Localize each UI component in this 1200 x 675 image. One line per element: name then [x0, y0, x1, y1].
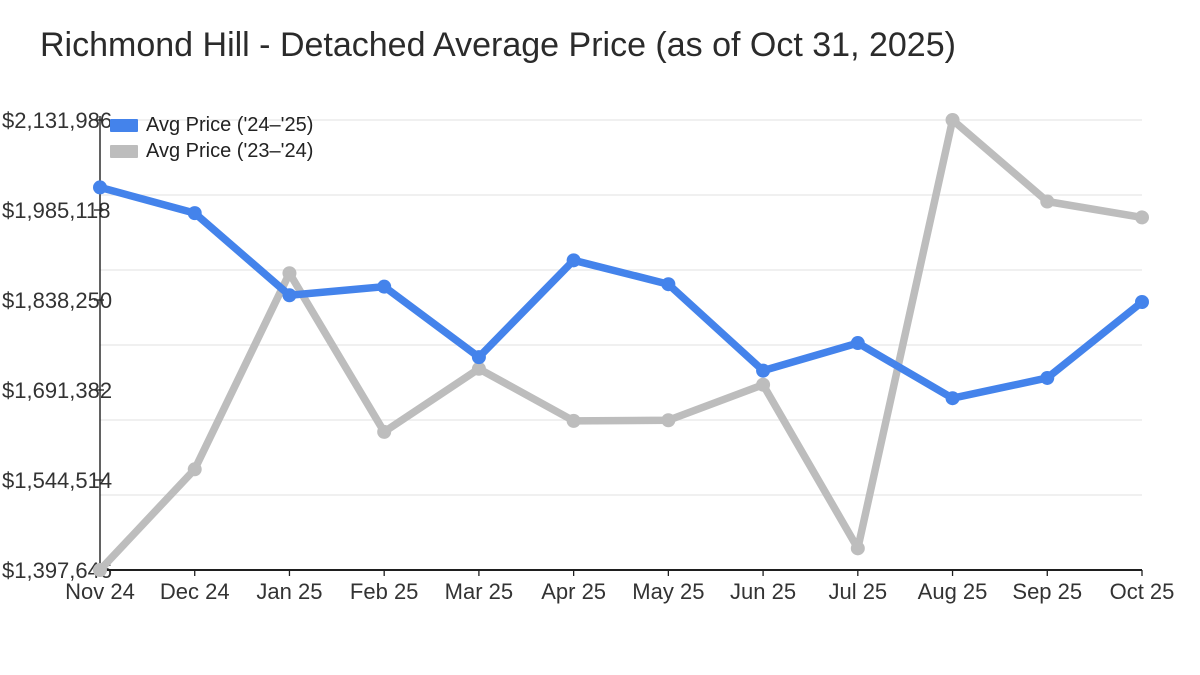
chart-title: Richmond Hill - Detached Average Price (… — [40, 26, 956, 64]
x-tick-label: Feb 25 — [350, 579, 419, 604]
data-point-avg-price-23-24 — [1135, 210, 1149, 225]
series-line-avg-price-24-25 — [96, 183, 1146, 402]
x-tick-label: Aug 25 — [918, 579, 988, 604]
data-point-avg-price-23-24 — [471, 361, 486, 376]
legend-label: Avg Price ('24–'25) — [146, 114, 314, 136]
series-line-avg-price-23-24 — [96, 116, 1146, 574]
data-point-avg-price-24-25 — [756, 363, 771, 378]
data-point-avg-price-24-25 — [1135, 294, 1149, 309]
data-point-avg-price-24-25 — [282, 288, 297, 303]
x-tick-label: Apr 25 — [541, 579, 606, 604]
data-point-avg-price-23-24 — [1040, 194, 1055, 209]
x-tick-label: Jan 25 — [256, 579, 322, 604]
data-point-avg-price-24-25 — [850, 336, 865, 351]
data-point-avg-price-24-25 — [377, 279, 392, 294]
y-tick-label: $1,691,382 — [2, 378, 112, 403]
legend-item-avg-price-23-24[interactable]: Avg Price ('23–'24) — [110, 140, 313, 163]
data-point-avg-price-23-24 — [756, 377, 771, 392]
data-point-avg-price-24-25 — [187, 206, 202, 221]
data-point-avg-price-23-24 — [566, 413, 581, 428]
data-point-avg-price-23-24 — [187, 462, 202, 477]
x-tick-label: Dec 24 — [160, 579, 230, 604]
data-point-avg-price-24-25 — [566, 253, 581, 268]
data-point-avg-price-23-24 — [93, 563, 107, 577]
y-tick-label: $1,544,514 — [2, 468, 112, 493]
x-tick-label: Nov 24 — [65, 579, 135, 604]
chart-legend: Avg Price ('24–'25) Avg Price ('23–'24) — [110, 114, 313, 163]
legend-item-avg-price-24-25[interactable]: Avg Price ('24–'25) — [110, 114, 313, 137]
y-tick-label: $1,838,250 — [2, 288, 112, 313]
data-point-avg-price-23-24 — [850, 541, 865, 556]
x-tick-label: Jun 25 — [730, 579, 796, 604]
legend-swatch-blue-icon — [110, 119, 138, 132]
x-tick-label: Mar 25 — [445, 579, 513, 604]
x-tick-label: Jul 25 — [828, 579, 887, 604]
y-tick-label: $1,985,118 — [2, 198, 110, 223]
data-point-avg-price-24-25 — [661, 277, 676, 292]
data-point-avg-price-24-25 — [471, 350, 486, 365]
x-tick-label: May 25 — [632, 579, 704, 604]
y-tick-label: $2,131,986 — [2, 108, 112, 133]
legend-swatch-gray-icon — [110, 145, 138, 158]
data-point-avg-price-23-24 — [282, 266, 297, 281]
x-tick-label: Oct 25 — [1110, 579, 1175, 604]
x-tick-label: Sep 25 — [1012, 579, 1082, 604]
data-point-avg-price-24-25 — [945, 391, 960, 406]
data-point-avg-price-24-25 — [93, 180, 107, 195]
data-point-avg-price-23-24 — [945, 113, 960, 127]
legend-label: Avg Price ('23–'24) — [146, 140, 314, 162]
data-point-avg-price-23-24 — [661, 413, 676, 428]
data-point-avg-price-24-25 — [1040, 370, 1055, 385]
data-point-avg-price-23-24 — [377, 424, 392, 439]
